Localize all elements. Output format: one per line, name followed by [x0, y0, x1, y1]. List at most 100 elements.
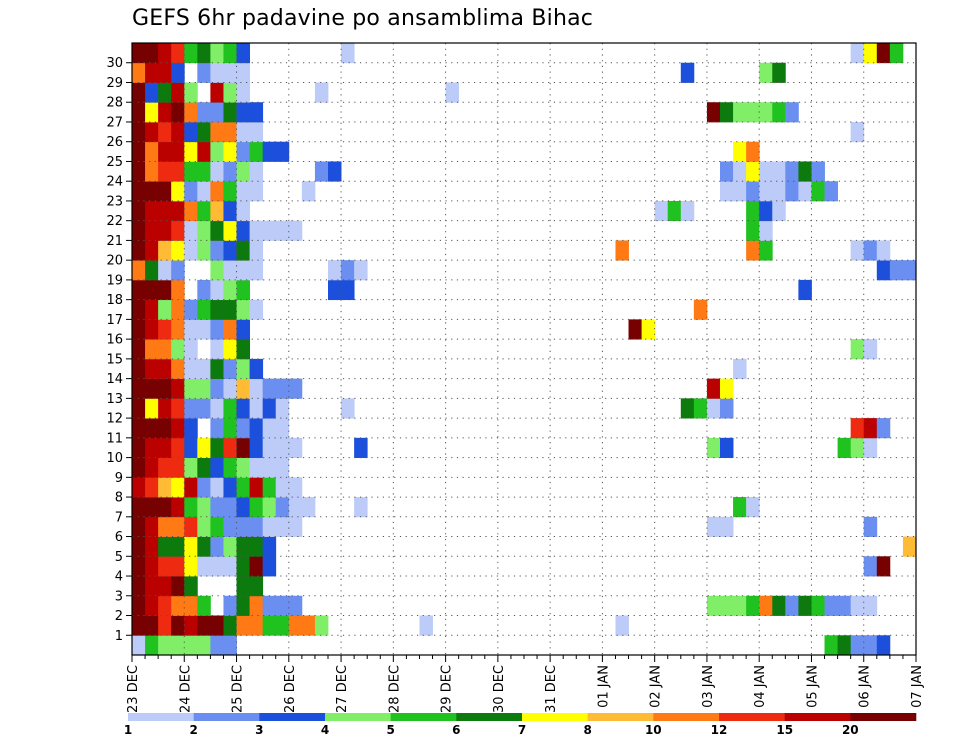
heatmap-cell [249, 497, 264, 518]
heatmap-cell [210, 319, 224, 340]
heatmap-cell [249, 418, 264, 439]
heatmap-cell [733, 358, 747, 380]
heatmap-cell [301, 497, 316, 518]
heatmap-cell [158, 43, 172, 64]
heatmap-cell [184, 102, 198, 123]
heatmap-cell [746, 497, 760, 518]
heatmap-cell [145, 457, 159, 478]
heatmap-cell [223, 477, 237, 498]
heatmap-cell [746, 595, 760, 616]
heatmap-cell [145, 398, 159, 419]
heatmap-cell [210, 102, 224, 123]
heatmap-cell [863, 556, 878, 577]
heatmap-cell [132, 516, 146, 537]
heatmap-cell [236, 516, 250, 537]
heatmap-cell [236, 279, 250, 301]
heatmap-cell [158, 635, 172, 656]
heatmap-cell [824, 181, 838, 202]
heatmap-cell [132, 635, 146, 656]
heatmap-cell [249, 181, 264, 202]
heatmap-cell [249, 240, 264, 261]
heatmap-cell [132, 279, 146, 301]
heatmap-cell [236, 398, 250, 419]
heatmap-cell [811, 161, 825, 182]
heatmap-cell [158, 556, 172, 577]
heatmap-cell [210, 536, 224, 557]
heatmap-cell [288, 615, 303, 636]
heatmap-cell [275, 418, 290, 439]
heatmap-cell [654, 200, 669, 222]
heatmap-cell [171, 181, 185, 202]
x-tick-label: 30 DEC [492, 665, 507, 713]
heatmap-cell [262, 497, 277, 518]
colorbar-swatch [784, 713, 851, 721]
heatmap-cell [184, 378, 198, 399]
heatmap-cell [785, 161, 799, 182]
heatmap-cell [249, 161, 264, 182]
heatmap-cell [184, 240, 198, 261]
x-tick-label: 27 DEC [335, 665, 350, 713]
heatmap-cell [210, 141, 224, 162]
heatmap-cell [145, 358, 159, 380]
heatmap-cell [171, 102, 185, 123]
heatmap-cell [210, 220, 224, 241]
heatmap-cell [158, 497, 172, 518]
heatmap-cell [210, 43, 224, 64]
heatmap-cell [236, 536, 250, 557]
colorbar: 1 2 3 4 5 6 7 8 10 12 15 20 [124, 713, 917, 737]
heatmap-cell [132, 161, 146, 182]
heatmap-cell [262, 615, 277, 636]
heatmap-cell [158, 220, 172, 241]
heatmap-cell [132, 358, 146, 380]
heatmap-cell [223, 615, 237, 636]
heatmap-cell [210, 121, 224, 143]
heatmap-cell [811, 181, 825, 202]
heatmap-cell [171, 457, 185, 478]
heatmap-cell [158, 615, 172, 636]
heatmap-cell [197, 299, 211, 320]
heatmap-cell [223, 240, 237, 261]
heatmap-cell [145, 299, 159, 320]
heatmap-cell [249, 260, 264, 281]
heatmap-cell [236, 299, 250, 320]
colorbar-swatch [259, 713, 326, 721]
heatmap-cell [210, 299, 224, 320]
heatmap-cell [850, 437, 865, 458]
heatmap-cell [145, 121, 159, 143]
x-tick-label: 31 DEC [544, 665, 559, 713]
heatmap-cell [197, 200, 211, 222]
heatmap-cell [210, 457, 224, 478]
heatmap-cell [850, 240, 865, 261]
chart-title: GEFS 6hr padavine po ansamblima Bihac [132, 6, 594, 31]
heatmap-cell [249, 437, 264, 458]
heatmap-cell [236, 62, 250, 83]
heatmap-cell [236, 319, 250, 340]
heatmap-cell [706, 437, 721, 458]
heatmap-cell [171, 200, 185, 222]
heatmap-cell [837, 437, 852, 458]
heatmap-cell [145, 319, 159, 340]
heatmap-cell [223, 43, 237, 64]
x-tick-label: 29 DEC [440, 665, 455, 713]
colorbar-swatch [587, 713, 654, 721]
y-tick-label: 20 [106, 254, 123, 269]
heatmap-cell [249, 595, 264, 616]
heatmap-cell [145, 497, 159, 518]
heatmap-cell [145, 240, 159, 261]
heatmap-cell [132, 339, 146, 360]
heatmap-cell [275, 615, 290, 636]
heatmap-cell [876, 260, 891, 281]
heatmap-cell [249, 516, 264, 537]
heatmap-cell [236, 497, 250, 518]
heatmap-cell [288, 516, 303, 537]
heatmap-cell [171, 536, 185, 557]
colorbar-tick-label: 1 [124, 723, 132, 737]
heatmap-cell [341, 398, 355, 419]
heatmap-cell [210, 615, 224, 636]
y-tick-label: 24 [106, 175, 123, 190]
heatmap-cell [197, 220, 211, 241]
heatmap-cell [197, 181, 211, 202]
heatmap-cell [197, 240, 211, 261]
heatmap-cell [249, 576, 264, 597]
heatmap-cell [184, 398, 198, 419]
